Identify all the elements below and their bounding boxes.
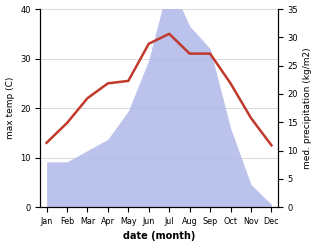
Y-axis label: med. precipitation (kg/m2): med. precipitation (kg/m2) — [303, 47, 313, 169]
X-axis label: date (month): date (month) — [123, 231, 195, 242]
Y-axis label: max temp (C): max temp (C) — [5, 77, 15, 139]
